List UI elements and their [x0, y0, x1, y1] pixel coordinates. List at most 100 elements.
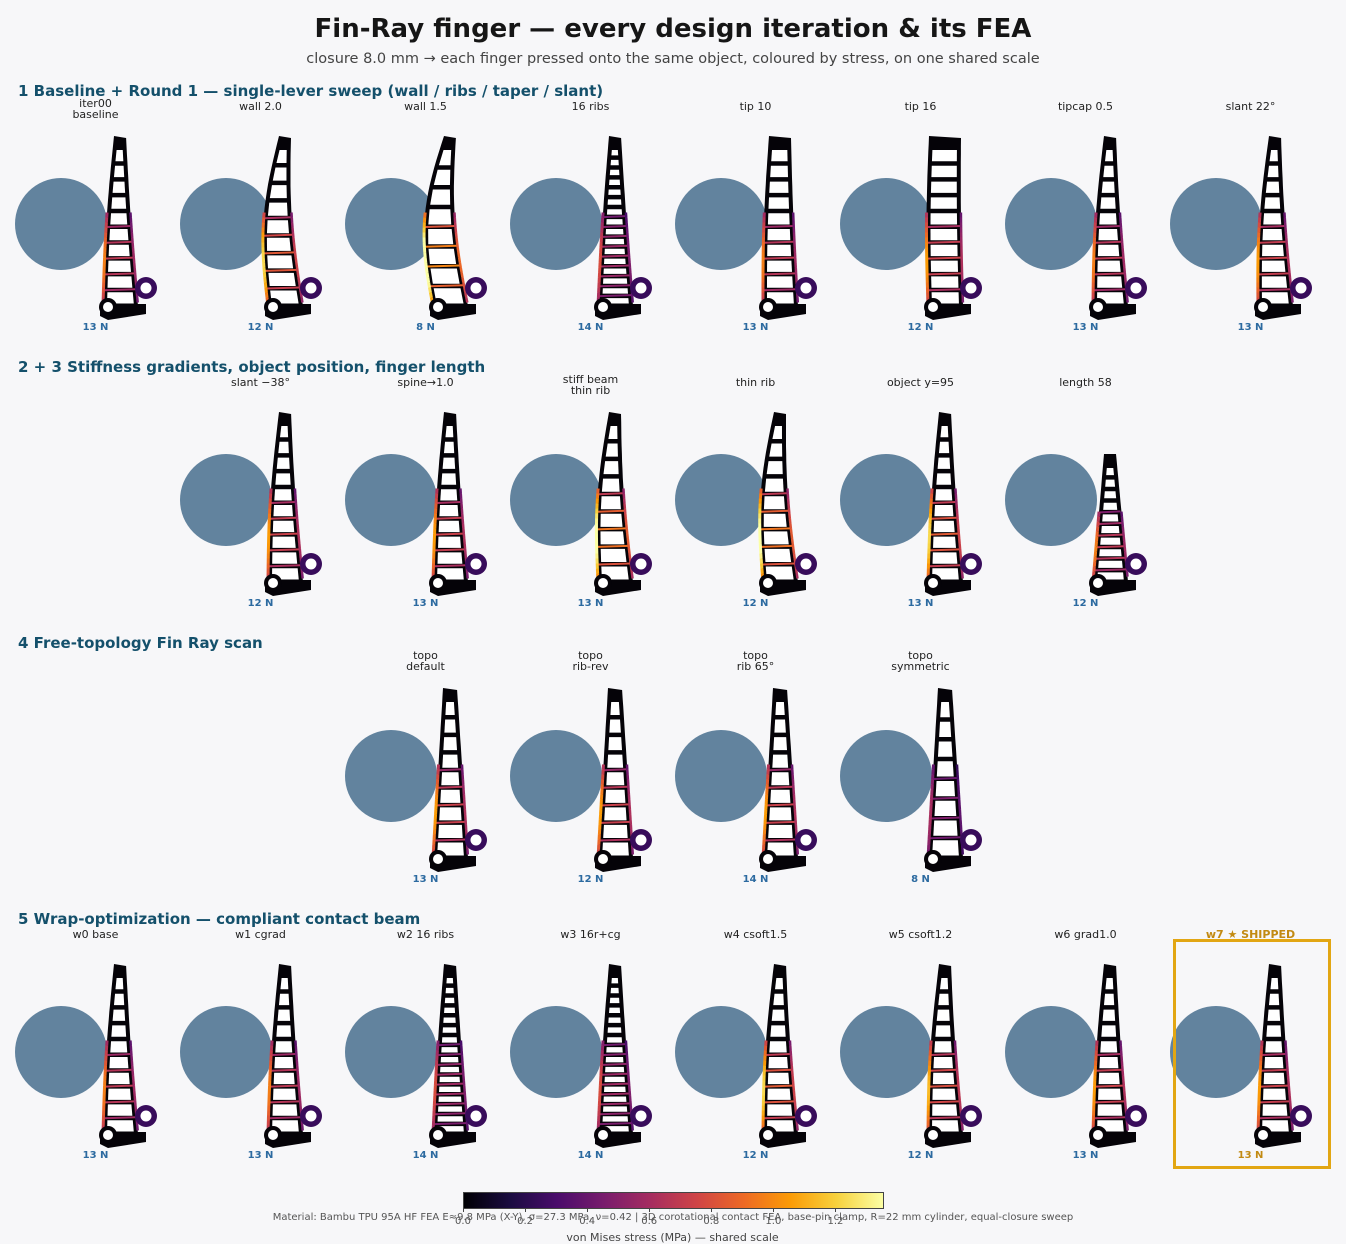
object-cylinder	[345, 1006, 437, 1098]
rib-cavity	[438, 537, 461, 548]
finger-fea-plot	[183, 934, 348, 1169]
pin-hole	[306, 283, 317, 294]
rib-stress	[104, 1117, 135, 1118]
spine-stress	[302, 298, 303, 303]
rib-cavity	[273, 521, 294, 532]
rib-cavity	[935, 489, 952, 500]
rib-cavity	[938, 742, 952, 757]
beam-stress	[265, 283, 266, 288]
rib-stress	[602, 1074, 627, 1075]
contact-force-label: 8 N	[843, 874, 998, 885]
spine-stress	[793, 549, 794, 554]
spine-stress	[466, 298, 467, 303]
rib-cavity	[606, 772, 624, 785]
rib-cavity	[931, 261, 958, 272]
spine-stress	[791, 529, 792, 534]
rib-cavity	[438, 1106, 462, 1111]
rib-cavity	[1102, 182, 1115, 193]
finger-fea-plot	[513, 934, 678, 1169]
finger-fea-plot	[183, 382, 348, 617]
rib-cavity	[113, 182, 126, 193]
rib-cavity	[608, 199, 622, 204]
rib-stress	[434, 1123, 466, 1124]
spine-stress	[297, 268, 298, 273]
rib-cavity	[604, 461, 619, 474]
rib-stress	[765, 1086, 793, 1087]
rib-cavity	[764, 514, 787, 527]
contact-force-label: 8 N	[348, 322, 503, 333]
base-pin-hole	[103, 1130, 113, 1140]
rib-cavity	[1262, 245, 1284, 256]
rib-stress	[598, 511, 624, 512]
beam-stress	[430, 288, 431, 293]
rib-cavity	[1103, 166, 1114, 177]
rib-stress	[1259, 258, 1287, 259]
figure-subtitle: closure 8.0 mm → each finger pressed ont…	[0, 51, 1346, 67]
spine-stress	[294, 243, 295, 248]
rib-stress	[767, 804, 793, 805]
rib-cavity	[274, 1057, 293, 1068]
finger-fea-plot	[18, 934, 183, 1169]
rib-cavity	[1266, 182, 1279, 193]
rib-cavity	[444, 442, 454, 453]
spine-stress	[790, 519, 791, 524]
rib-cavity	[1101, 1025, 1116, 1036]
rib-cavity	[273, 505, 293, 516]
rib-cavity	[1100, 538, 1120, 545]
rib-stress	[929, 1117, 960, 1118]
rib-cavity	[772, 755, 788, 768]
pin-hole	[966, 1111, 977, 1122]
rib-cavity	[767, 261, 792, 272]
spine-stress	[628, 539, 629, 544]
rib-stress	[932, 502, 955, 503]
rib-cavity	[765, 479, 784, 492]
base-pin-hole	[928, 1130, 938, 1140]
rib-stress	[598, 546, 628, 547]
rib-cavity	[110, 1041, 127, 1052]
beam-stress	[427, 273, 428, 278]
rib-stress	[764, 289, 796, 290]
rib-cavity	[114, 994, 124, 1005]
rib-stress	[1094, 289, 1125, 290]
rib-cavity	[610, 702, 619, 715]
rib-cavity	[611, 978, 618, 983]
object-cylinder	[675, 1006, 767, 1098]
spine-stress	[465, 293, 466, 298]
rib-cavity	[444, 1008, 455, 1013]
finger-fea-plot	[843, 106, 1008, 341]
rib-stress	[270, 518, 296, 519]
rib-cavity	[1103, 1010, 1116, 1021]
base-pin-hole	[433, 578, 443, 588]
rib-cavity	[936, 781, 955, 796]
rib-cavity	[604, 259, 626, 264]
pin-hole	[636, 1111, 647, 1122]
rib-stress	[264, 235, 292, 236]
rib-cavity	[772, 1010, 785, 1021]
rib-stress	[1260, 226, 1284, 227]
rib-cavity	[603, 825, 628, 838]
rib-stress	[1095, 242, 1121, 243]
rib-cavity	[1100, 197, 1115, 208]
rib-stress	[1094, 1117, 1125, 1118]
rib-stress	[600, 1113, 631, 1114]
rib-stress	[107, 226, 130, 227]
rib-cavity	[768, 197, 789, 208]
rib-cavity	[429, 249, 457, 264]
rib-stress	[930, 1070, 956, 1071]
pin-hole	[801, 1111, 812, 1122]
contact-force-label: 12 N	[183, 598, 338, 609]
rib-cavity	[774, 720, 786, 733]
rib-stress	[106, 242, 131, 243]
object-cylinder	[840, 454, 932, 546]
finger-fea-plot	[183, 106, 348, 341]
rib-cavity	[768, 1073, 789, 1084]
object-cylinder	[510, 1006, 602, 1098]
rib-cavity	[113, 1010, 126, 1021]
rib-stress	[929, 1101, 959, 1102]
rib-cavity	[1100, 1041, 1117, 1052]
rib-cavity	[600, 514, 622, 527]
finger-fea-plot	[1008, 382, 1173, 617]
rib-stress	[604, 1044, 625, 1045]
rib-cavity	[938, 458, 951, 469]
